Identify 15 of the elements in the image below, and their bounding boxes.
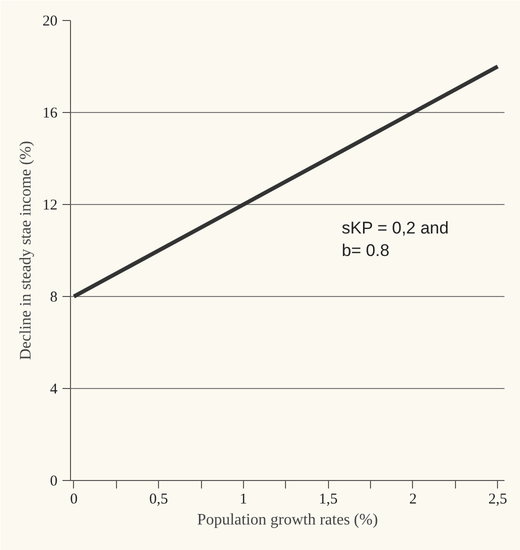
x-tick-label: 0 <box>70 492 78 508</box>
x-tick-label: 1 <box>240 492 248 508</box>
y-tick-label: 4 <box>50 382 58 398</box>
y-tick-label: 8 <box>50 290 58 306</box>
y-tick-label: 16 <box>42 106 58 122</box>
x-axis-title: Population growth rates (%) <box>197 512 378 528</box>
x-tick-label: 2,5 <box>488 492 508 508</box>
x-tick-label: 1,5 <box>318 492 338 508</box>
y-tick-label: 0 <box>50 474 58 490</box>
y-tick-label: 12 <box>42 198 58 214</box>
x-tick-label: 0,5 <box>149 492 168 508</box>
x-tick-label: 2 <box>409 492 417 508</box>
annotation: sKP = 0,2 and b= 0.8 <box>342 218 449 260</box>
y-tick-label: 20 <box>42 14 58 30</box>
y-axis-title: Decline in steady stae income (%) <box>18 140 34 360</box>
